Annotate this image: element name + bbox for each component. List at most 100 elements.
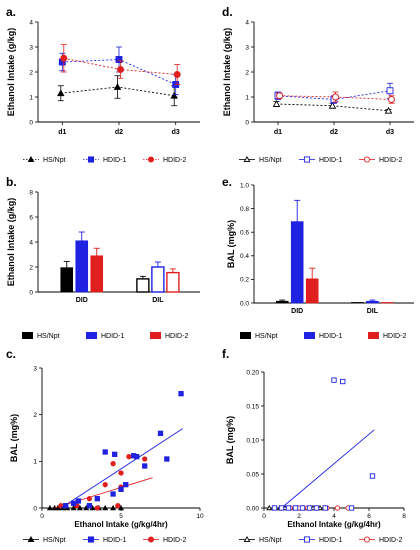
data-point	[110, 491, 116, 497]
x-tick-label: 2	[297, 513, 301, 520]
panel-c: 0 1 2 3 0 5 10 Ethanol Intake (g/kg/4hr) c. BAL (…	[6, 347, 204, 544]
panel-b: 0 2 4 6 8 DID DIL b. Ethanol Intake (g/kg) HS/Npt…	[6, 175, 200, 340]
legend-item: HDID-1	[299, 156, 342, 164]
legend-item: HS/Npt	[239, 535, 282, 544]
y-tick-label: 3	[29, 44, 33, 51]
y-tick-label: 0.05	[246, 471, 259, 478]
data-point	[332, 93, 339, 101]
legend-item: HDID-2	[359, 156, 402, 164]
y-axis-title: Ethanol Intake (g/kg)	[6, 28, 16, 117]
y-tick-label: 2	[33, 412, 37, 419]
data-point	[117, 66, 124, 73]
y-tick-label: 0.2	[240, 277, 249, 284]
y-tick-label: 6	[29, 214, 33, 221]
data-point	[102, 482, 108, 488]
series-hs-npt	[57, 75, 178, 107]
x-tick-label: DIL	[367, 308, 379, 315]
x-tick-label: d3	[172, 129, 180, 136]
bar	[166, 271, 180, 293]
y-tick-label: 4	[29, 19, 33, 26]
series-hdid-2	[60, 44, 181, 85]
data-point	[266, 504, 273, 511]
legend-item: HS/Npt	[240, 332, 278, 340]
data-point	[118, 504, 124, 511]
data-point	[272, 100, 281, 107]
data-point	[306, 505, 313, 511]
bar	[136, 278, 150, 293]
legend-marker	[87, 156, 95, 163]
legend-marker	[363, 536, 371, 543]
legend-label: HS/Npt	[255, 333, 278, 340]
y-tick-label: 0	[29, 119, 33, 126]
data-point	[276, 92, 283, 100]
data-point	[110, 504, 117, 511]
bar	[366, 300, 379, 304]
series-hdid-1	[271, 377, 376, 511]
legend-label: HDID-2	[383, 333, 406, 340]
y-axis-title: Ethanol Intake (g/kg)	[222, 28, 232, 117]
bar	[275, 300, 289, 304]
bar	[75, 240, 89, 293]
legend-label: HDID-1	[319, 537, 342, 544]
y-tick-label: 0.20	[246, 369, 259, 376]
bar	[60, 267, 74, 293]
legend-item: HS/Npt	[23, 155, 66, 164]
legend-item: HDID-1	[83, 536, 126, 544]
legend-marker	[303, 156, 311, 163]
y-tick-label: 2	[29, 264, 33, 271]
x-tick-label: d2	[330, 129, 338, 136]
legend-swatch	[22, 332, 33, 339]
legend-label: HDID-2	[379, 537, 402, 544]
data-point	[386, 87, 394, 95]
y-tick-label: 0.4	[240, 253, 249, 260]
y-tick-label: 0.00	[246, 505, 259, 512]
panel-label: f.	[222, 347, 229, 361]
panel-label: a.	[6, 5, 16, 19]
legend-swatch	[86, 332, 97, 339]
y-tick-label: 1	[29, 94, 33, 101]
bar	[305, 278, 319, 304]
legend-marker	[243, 155, 251, 163]
data-point	[142, 456, 148, 462]
y-tick-label: 0.6	[240, 230, 249, 237]
legend-swatch	[368, 332, 379, 339]
y-tick-label: 0.10	[246, 437, 259, 444]
legend-marker	[87, 536, 95, 543]
x-tick-label: DID	[76, 297, 88, 304]
panel-e: 0.0 0.2 0.4 0.6 0.8 1.0 DID DIL e. BAL (mg%) HS/Np…	[222, 175, 414, 340]
legend-item: HS/Npt	[22, 332, 60, 340]
data-point	[70, 504, 77, 511]
fit-line	[281, 429, 375, 509]
data-point	[334, 505, 341, 511]
data-point	[76, 504, 83, 511]
panel-f: 0.00 0.05 0.10 0.15 0.20 0 2 4 6 8 Ethanol Intake …	[222, 347, 406, 544]
y-tick-label: 1	[33, 459, 37, 466]
legend-item: HDID-2	[150, 332, 188, 340]
y-tick-label: 0.0	[240, 300, 249, 307]
y-axis-title: BAL (mg%)	[9, 414, 19, 462]
y-tick-label: 4	[245, 19, 249, 26]
legend-item: HDID-1	[299, 536, 342, 544]
legend-marker	[363, 156, 371, 163]
y-tick-label: 0	[29, 289, 33, 296]
series-hdid-2	[54, 454, 153, 511]
data-point	[102, 449, 108, 455]
data-point	[126, 454, 132, 460]
data-point	[292, 505, 299, 511]
data-point	[388, 96, 395, 103]
legend-marker	[303, 536, 311, 543]
data-point	[313, 505, 320, 511]
y-tick-label: 0	[245, 119, 249, 126]
legend-label: HS/Npt	[37, 333, 60, 340]
y-tick-label: 1	[245, 94, 249, 101]
y-axis-title: Ethanol Intake (g/kg)	[6, 198, 16, 287]
bar	[381, 302, 394, 304]
data-point	[46, 504, 53, 511]
x-tick-label: 0	[262, 513, 266, 520]
data-point	[94, 505, 100, 511]
legend-item: HS/Npt	[23, 535, 66, 544]
legend-item: HDID-1	[86, 332, 124, 340]
x-tick-label: 5	[119, 513, 123, 520]
legend-item: HS/Npt	[239, 155, 282, 164]
series-hdid-1	[60, 391, 184, 509]
